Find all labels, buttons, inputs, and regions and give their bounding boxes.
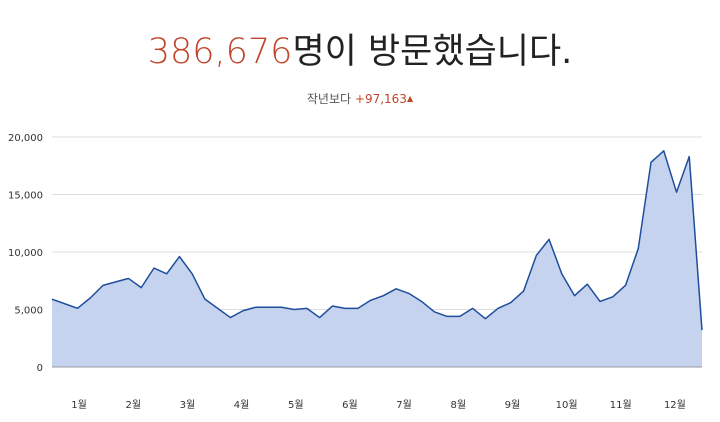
x-tick-label: 1월 [71,399,87,411]
x-tick-label: 9월 [505,399,521,411]
x-tick-label: 2월 [125,399,141,411]
headline: 386,676명이 방문했습니다. [0,28,720,76]
up-arrow-icon: ▲ [406,94,414,103]
total-visitors: 386,676 [147,32,293,72]
x-tick-label: 12월 [664,399,686,411]
y-tick-label: 20,000 [8,133,43,144]
comparison-delta: +97,163 [354,92,407,106]
x-tick-label: 5월 [288,399,304,411]
visitors-area-fill [52,150,702,367]
y-tick-label: 5,000 [14,306,43,317]
headline-suffix: 명이 방문했습니다. [292,32,573,72]
comparison-label: 작년보다 [306,92,352,106]
x-tick-label: 3월 [180,399,196,411]
x-tick-label: 7월 [396,399,412,411]
chart-axes: 0 5,000 10,000 15,000 20,000 1월 2월 3월 4월 5월 6월 7월 8월… [8,133,702,411]
y-tick-label: 10,000 [8,248,43,259]
x-tick-label: 10월 [556,399,578,411]
y-tick-label: 0 [37,363,43,374]
x-tick-label: 11월 [610,399,632,411]
x-tick-label: 4월 [234,399,250,411]
visitors-series-line [51,150,703,331]
comparison-line: 작년보다 +97,163▲ [0,90,720,107]
x-tick-label: 8월 [450,399,466,411]
y-tick-label: 15,000 [8,191,43,202]
x-tick-label: 6월 [342,399,358,411]
